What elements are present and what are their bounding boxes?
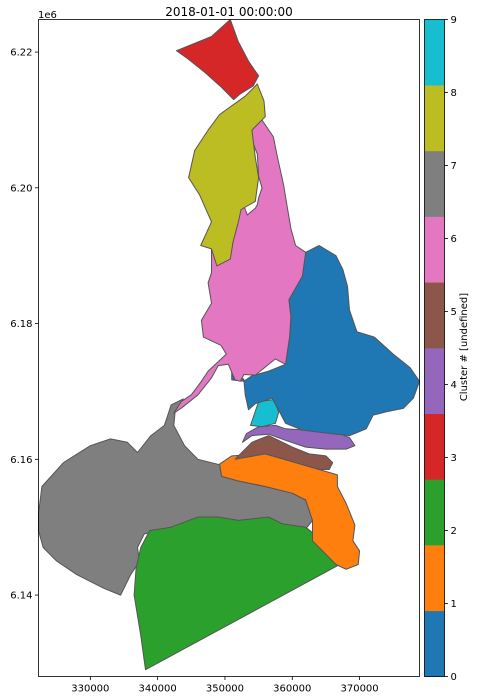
colorbar-tick-label: 0 bbox=[451, 672, 457, 683]
colorbar-label: Cluster # [undefined] bbox=[459, 293, 470, 401]
colorbar-tick-label: 7 bbox=[451, 161, 457, 172]
colorbar-tick-label: 3 bbox=[451, 453, 457, 464]
x-tick-label: 340000 bbox=[139, 684, 177, 695]
map-area bbox=[38, 19, 420, 677]
y-tick-label: 6.14 bbox=[10, 591, 32, 602]
colorbar-segment-2 bbox=[424, 479, 445, 546]
chart-title: 2018-01-01 00:00:00 bbox=[165, 5, 292, 19]
colorbar-tick-label: 8 bbox=[451, 88, 457, 99]
colorbar-tick-label: 9 bbox=[451, 15, 457, 26]
y-tick-label: 6.22 bbox=[10, 48, 32, 59]
colorbar-segment-9 bbox=[424, 19, 445, 86]
cluster-region-5 bbox=[234, 435, 334, 470]
colorbar-segment-7 bbox=[424, 150, 445, 217]
y-tick-label: 6.16 bbox=[10, 455, 32, 466]
colorbar-segment-8 bbox=[424, 85, 445, 152]
x-axis: 330000 340000 350000 360000 370000 bbox=[71, 676, 379, 695]
colorbar-segment-3 bbox=[424, 413, 445, 480]
colorbar-tick-label: 6 bbox=[451, 234, 457, 245]
colorbar-tick-label: 5 bbox=[451, 307, 457, 318]
colorbar-segment-6 bbox=[424, 216, 445, 283]
y-axis: 6.14 6.16 6.18 6.20 6.22 bbox=[10, 48, 39, 602]
colorbar-segment-4 bbox=[424, 348, 445, 414]
cluster-region-8 bbox=[188, 83, 266, 267]
x-tick-label: 330000 bbox=[71, 684, 109, 695]
colorbar-tick-label: 2 bbox=[451, 526, 457, 537]
colorbar-segment-1 bbox=[424, 545, 445, 612]
cluster-region-0 bbox=[231, 245, 420, 437]
colorbar: 0 1 2 3 4 5 6 7 8 9 bbox=[424, 15, 457, 683]
colorbar-segment-5 bbox=[424, 282, 445, 349]
y-tick-label: 6.20 bbox=[10, 183, 32, 194]
x-tick-label: 360000 bbox=[273, 684, 311, 695]
y-tick-label: 6.18 bbox=[10, 319, 32, 330]
colorbar-frame bbox=[424, 19, 445, 677]
x-tick-label: 350000 bbox=[206, 684, 244, 695]
plot-area-border bbox=[38, 19, 420, 677]
colorbar-tick-label: 4 bbox=[451, 380, 457, 391]
cluster-regions bbox=[38, 19, 420, 671]
y-axis-offset-label: 1e6 bbox=[38, 10, 57, 21]
colorbar-tick-label: 1 bbox=[451, 599, 457, 610]
x-tick-label: 370000 bbox=[340, 684, 378, 695]
colorbar-segment-0 bbox=[424, 610, 445, 677]
